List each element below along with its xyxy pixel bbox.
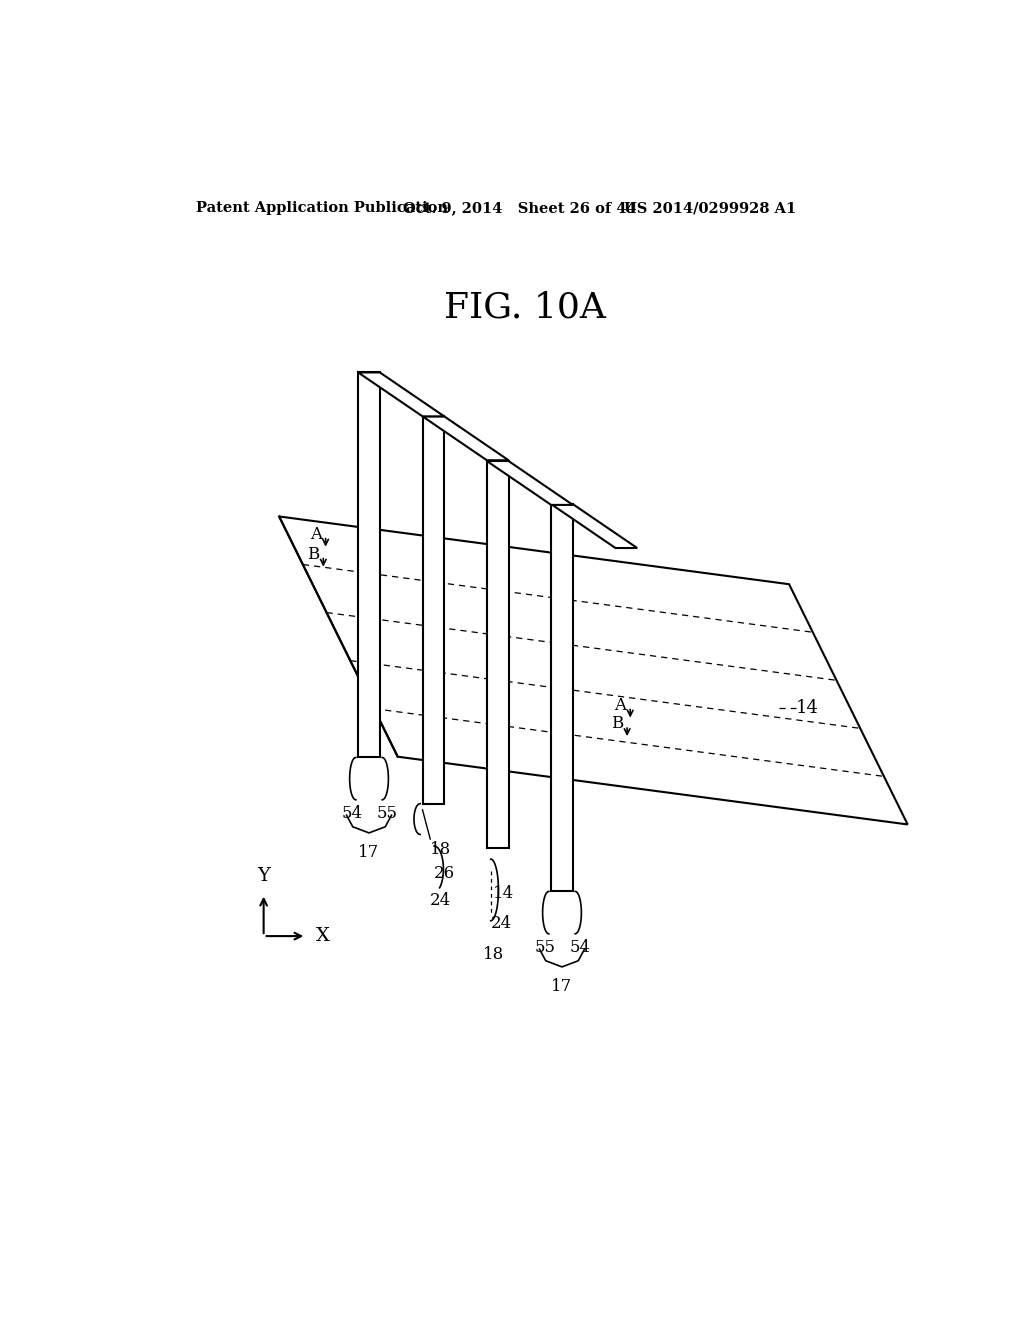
Text: X: X <box>315 927 330 945</box>
Text: FIG. 10A: FIG. 10A <box>443 290 606 325</box>
Text: 24: 24 <box>430 892 452 909</box>
Polygon shape <box>280 516 907 825</box>
Text: B: B <box>611 715 624 733</box>
Polygon shape <box>486 461 509 847</box>
Polygon shape <box>423 416 509 461</box>
Text: 17: 17 <box>551 978 572 995</box>
Text: 54: 54 <box>341 805 362 822</box>
Text: 54: 54 <box>570 940 591 956</box>
Text: 14: 14 <box>796 700 819 717</box>
Text: 55: 55 <box>535 940 555 956</box>
Text: 26: 26 <box>434 866 456 882</box>
Text: 24: 24 <box>490 915 512 932</box>
Text: Y: Y <box>257 866 270 884</box>
Text: A: A <box>309 525 322 543</box>
Polygon shape <box>551 504 637 548</box>
Polygon shape <box>358 372 380 758</box>
Text: A: A <box>614 697 627 714</box>
Text: 14: 14 <box>493 884 514 902</box>
Text: 55: 55 <box>377 805 398 822</box>
Text: Oct. 9, 2014   Sheet 26 of 44: Oct. 9, 2014 Sheet 26 of 44 <box>403 202 637 215</box>
Polygon shape <box>551 504 572 891</box>
Text: US 2014/0299928 A1: US 2014/0299928 A1 <box>624 202 797 215</box>
Polygon shape <box>358 372 444 416</box>
Text: B: B <box>307 545 319 562</box>
Text: 18: 18 <box>483 946 504 964</box>
Text: 18: 18 <box>430 841 452 858</box>
Text: 17: 17 <box>358 843 380 861</box>
Polygon shape <box>486 461 572 506</box>
Polygon shape <box>423 416 444 804</box>
Text: Patent Application Publication: Patent Application Publication <box>197 202 449 215</box>
